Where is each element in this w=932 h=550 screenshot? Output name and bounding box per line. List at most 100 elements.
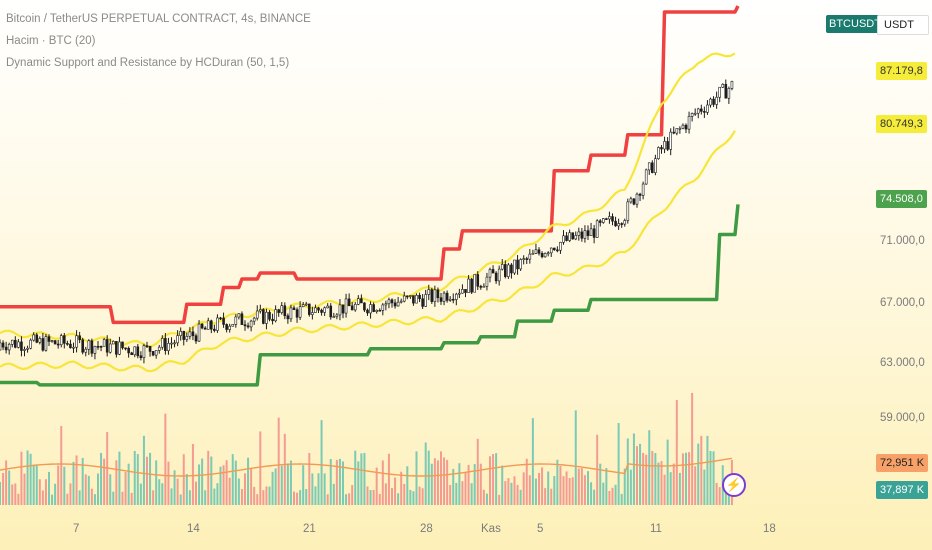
candle-body: [647, 162, 651, 171]
volume-bar: [391, 488, 393, 505]
volume-bar: [152, 490, 155, 505]
candle-body: [586, 230, 590, 236]
candle-body: [99, 346, 103, 348]
volume-bar: [26, 450, 29, 505]
candle-body: [568, 232, 571, 241]
volume-bar: [2, 473, 5, 505]
volume-bar: [118, 451, 121, 505]
volume-bar: [476, 438, 479, 505]
candle-body: [118, 341, 121, 355]
candle-body: [335, 314, 339, 317]
volume-bar: [63, 466, 66, 505]
volume-bar: [608, 490, 611, 505]
candle-body: [35, 334, 39, 343]
series-line-2: [0, 130, 736, 373]
volume-bar: [329, 459, 332, 505]
volume-bar: [240, 488, 243, 505]
volume-bar: [663, 474, 666, 505]
volume-bar: [394, 477, 397, 505]
candle-body: [240, 313, 244, 325]
volume-bar: [605, 468, 608, 505]
lightning-icon[interactable]: ⚡: [722, 473, 746, 497]
candle-body: [399, 300, 403, 303]
symbol-badge[interactable]: BTCUSDT.P: [826, 15, 894, 33]
candle-body: [157, 346, 161, 351]
candle-body: [7, 344, 11, 351]
volume-bar: [225, 460, 228, 505]
candle-body: [571, 232, 574, 240]
volume-bars: [0, 392, 733, 505]
candle-body: [534, 249, 538, 254]
candle-body: [347, 298, 351, 307]
legend-indicator[interactable]: Dynamic Support and Resistance by HCDura…: [6, 57, 290, 69]
volume-bar: [617, 423, 620, 505]
candle-body: [519, 259, 522, 270]
legend-volume[interactable]: Hacim · BTC (20): [6, 35, 96, 47]
volume-bar: [473, 464, 476, 505]
volume-bar: [188, 490, 191, 505]
volume-bar: [642, 452, 645, 505]
candle-body: [445, 292, 449, 301]
volume-bar: [78, 490, 81, 505]
volume-bar: [219, 466, 222, 505]
candle-body: [727, 88, 731, 99]
candle-body: [372, 304, 375, 312]
volume-bar: [293, 491, 295, 505]
volume-bar: [489, 456, 491, 505]
volume-bar: [467, 464, 470, 505]
volume-bar: [210, 456, 213, 505]
volume-bar: [142, 435, 145, 505]
candle-body: [66, 343, 69, 345]
volume-bar: [201, 458, 204, 505]
volume-bar: [525, 458, 528, 505]
volume-bar: [587, 471, 589, 505]
candle-body: [277, 309, 280, 313]
candle-body: [390, 299, 394, 304]
volume-bar: [531, 418, 534, 505]
candle-body: [161, 338, 164, 348]
volume-bar: [130, 492, 133, 505]
volume-bar: [115, 460, 118, 505]
volume-bar: [406, 466, 409, 505]
candle-body: [721, 83, 725, 88]
legend-title[interactable]: Bitcoin / TetherUS PERPETUAL CONTRACT, 4…: [6, 13, 311, 25]
volume-bar: [268, 486, 271, 505]
volume-bar: [234, 460, 237, 505]
candle-body: [308, 303, 311, 315]
candle-body: [78, 335, 81, 341]
candle-body: [651, 162, 654, 173]
candle-body: [458, 292, 461, 295]
candle-body: [672, 131, 676, 134]
candle-body: [136, 346, 140, 357]
volume-bar: [510, 482, 513, 505]
candle-body: [488, 269, 492, 278]
volume-bar: [403, 483, 406, 505]
candle-body: [50, 340, 54, 342]
candle-body: [105, 339, 109, 353]
volume-ma-line: [0, 457, 733, 477]
volume-bar: [5, 460, 8, 505]
volume-bar: [706, 435, 709, 505]
candle-body: [130, 352, 133, 356]
currency-badge[interactable]: USDT: [877, 15, 929, 35]
candle-body: [216, 317, 219, 331]
volume-bar: [326, 494, 329, 505]
candle-body: [543, 253, 547, 258]
volume-bar: [274, 468, 277, 505]
candle-body: [81, 339, 84, 353]
series-line-1: [0, 52, 736, 348]
volume-bar: [8, 470, 11, 505]
volume-bar: [700, 435, 703, 505]
volume-bar: [504, 481, 507, 505]
volume-bar: [256, 494, 259, 505]
y-tick-59000: 59.000,0: [880, 412, 925, 424]
volume-bar: [41, 490, 44, 505]
candle-body: [696, 108, 700, 114]
volume-bar: [534, 478, 537, 505]
volume-bar: [522, 472, 525, 505]
candle-body: [709, 98, 712, 106]
volume-ma-label: 72,951 K: [876, 454, 929, 472]
candle-body: [516, 259, 519, 270]
candle-body: [681, 124, 685, 129]
